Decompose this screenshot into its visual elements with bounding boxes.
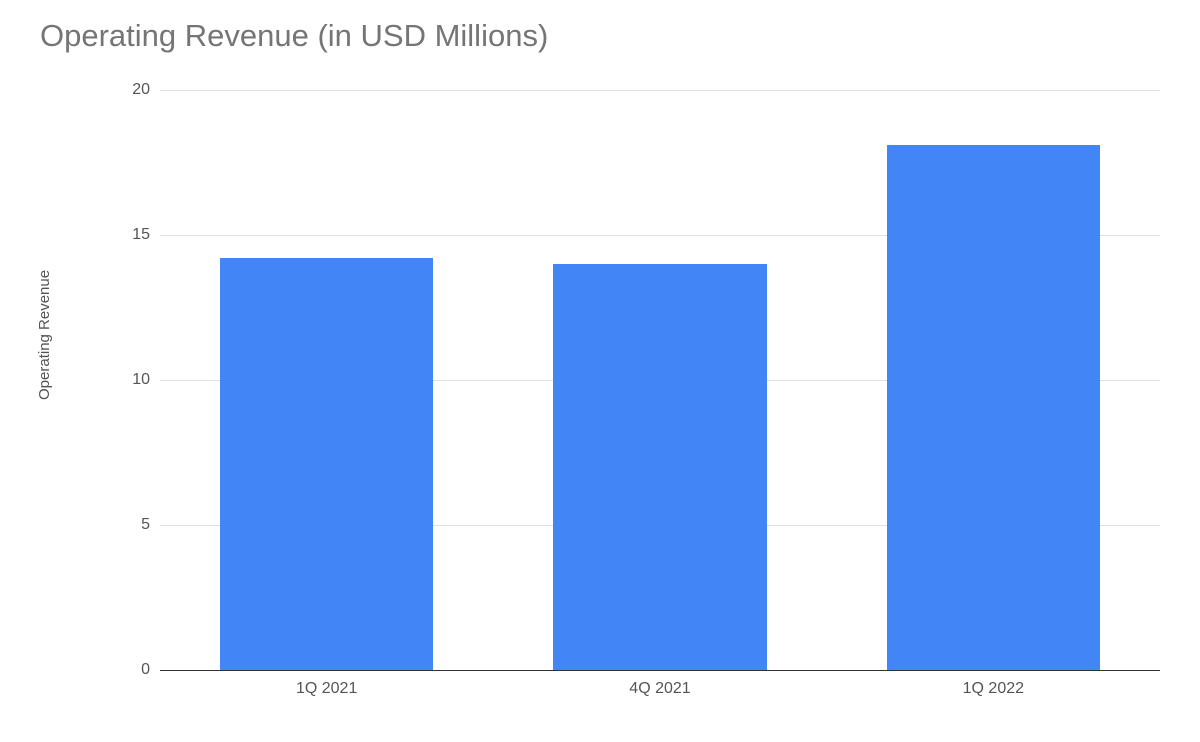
x-tick-label: 1Q 2021	[296, 680, 357, 698]
y-tick-label: 10	[110, 371, 150, 389]
y-tick-label: 20	[110, 81, 150, 99]
plot-area	[160, 90, 1160, 670]
chart-container: Operating Revenue (in USD Millions) Oper…	[0, 0, 1200, 742]
x-tick-label: 4Q 2021	[629, 680, 690, 698]
y-axis-label: Operating Revenue	[36, 270, 53, 400]
y-tick-label: 15	[110, 226, 150, 244]
chart-title: Operating Revenue (in USD Millions)	[40, 18, 548, 54]
bar	[553, 264, 766, 670]
y-tick-label: 0	[110, 661, 150, 679]
x-tick-label: 1Q 2022	[963, 680, 1024, 698]
bar	[220, 258, 433, 670]
bar	[887, 145, 1100, 670]
gridline	[160, 90, 1160, 91]
x-axis-baseline	[160, 670, 1160, 671]
y-tick-label: 5	[110, 516, 150, 534]
